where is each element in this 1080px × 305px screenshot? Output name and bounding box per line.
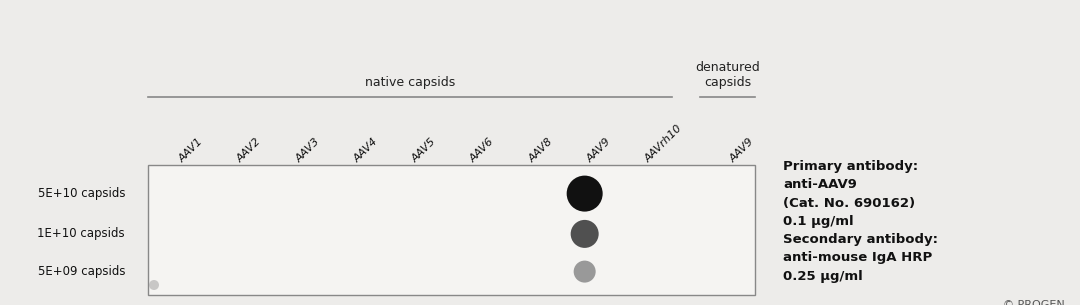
- Text: PROGEN: PROGEN: [248, 188, 652, 271]
- Text: Secondary antibody:
anti-mouse IgA HRP
0.25 μg/ml: Secondary antibody: anti-mouse IgA HRP 0…: [783, 233, 939, 283]
- Bar: [148, 165, 755, 295]
- Text: AAV9: AAV9: [584, 136, 612, 164]
- Text: AAV1: AAV1: [177, 136, 205, 164]
- Circle shape: [149, 280, 159, 290]
- Text: AAV2: AAV2: [235, 136, 264, 164]
- Circle shape: [570, 220, 598, 248]
- Text: AAV9: AAV9: [728, 136, 755, 164]
- Text: AAV3: AAV3: [294, 136, 322, 164]
- Text: AAVrh10: AAVrh10: [643, 123, 684, 164]
- Text: 5E+09 capsids: 5E+09 capsids: [38, 265, 125, 278]
- Text: AAV4: AAV4: [352, 136, 380, 164]
- Text: 1E+10 capsids: 1E+10 capsids: [38, 228, 125, 240]
- Text: AAV8: AAV8: [526, 136, 554, 164]
- Circle shape: [567, 176, 603, 212]
- Text: Primary antibody:
anti-AAV9
(Cat. No. 690162)
0.1 μg/ml: Primary antibody: anti-AAV9 (Cat. No. 69…: [783, 160, 918, 228]
- Text: native capsids: native capsids: [365, 76, 455, 89]
- Text: © PROGEN: © PROGEN: [1003, 300, 1065, 305]
- Text: AAV6: AAV6: [469, 136, 496, 164]
- Text: 5E+10 capsids: 5E+10 capsids: [38, 187, 125, 200]
- Text: AAV5: AAV5: [410, 136, 437, 164]
- Circle shape: [573, 260, 596, 283]
- Text: denatured
capsids: denatured capsids: [696, 61, 760, 89]
